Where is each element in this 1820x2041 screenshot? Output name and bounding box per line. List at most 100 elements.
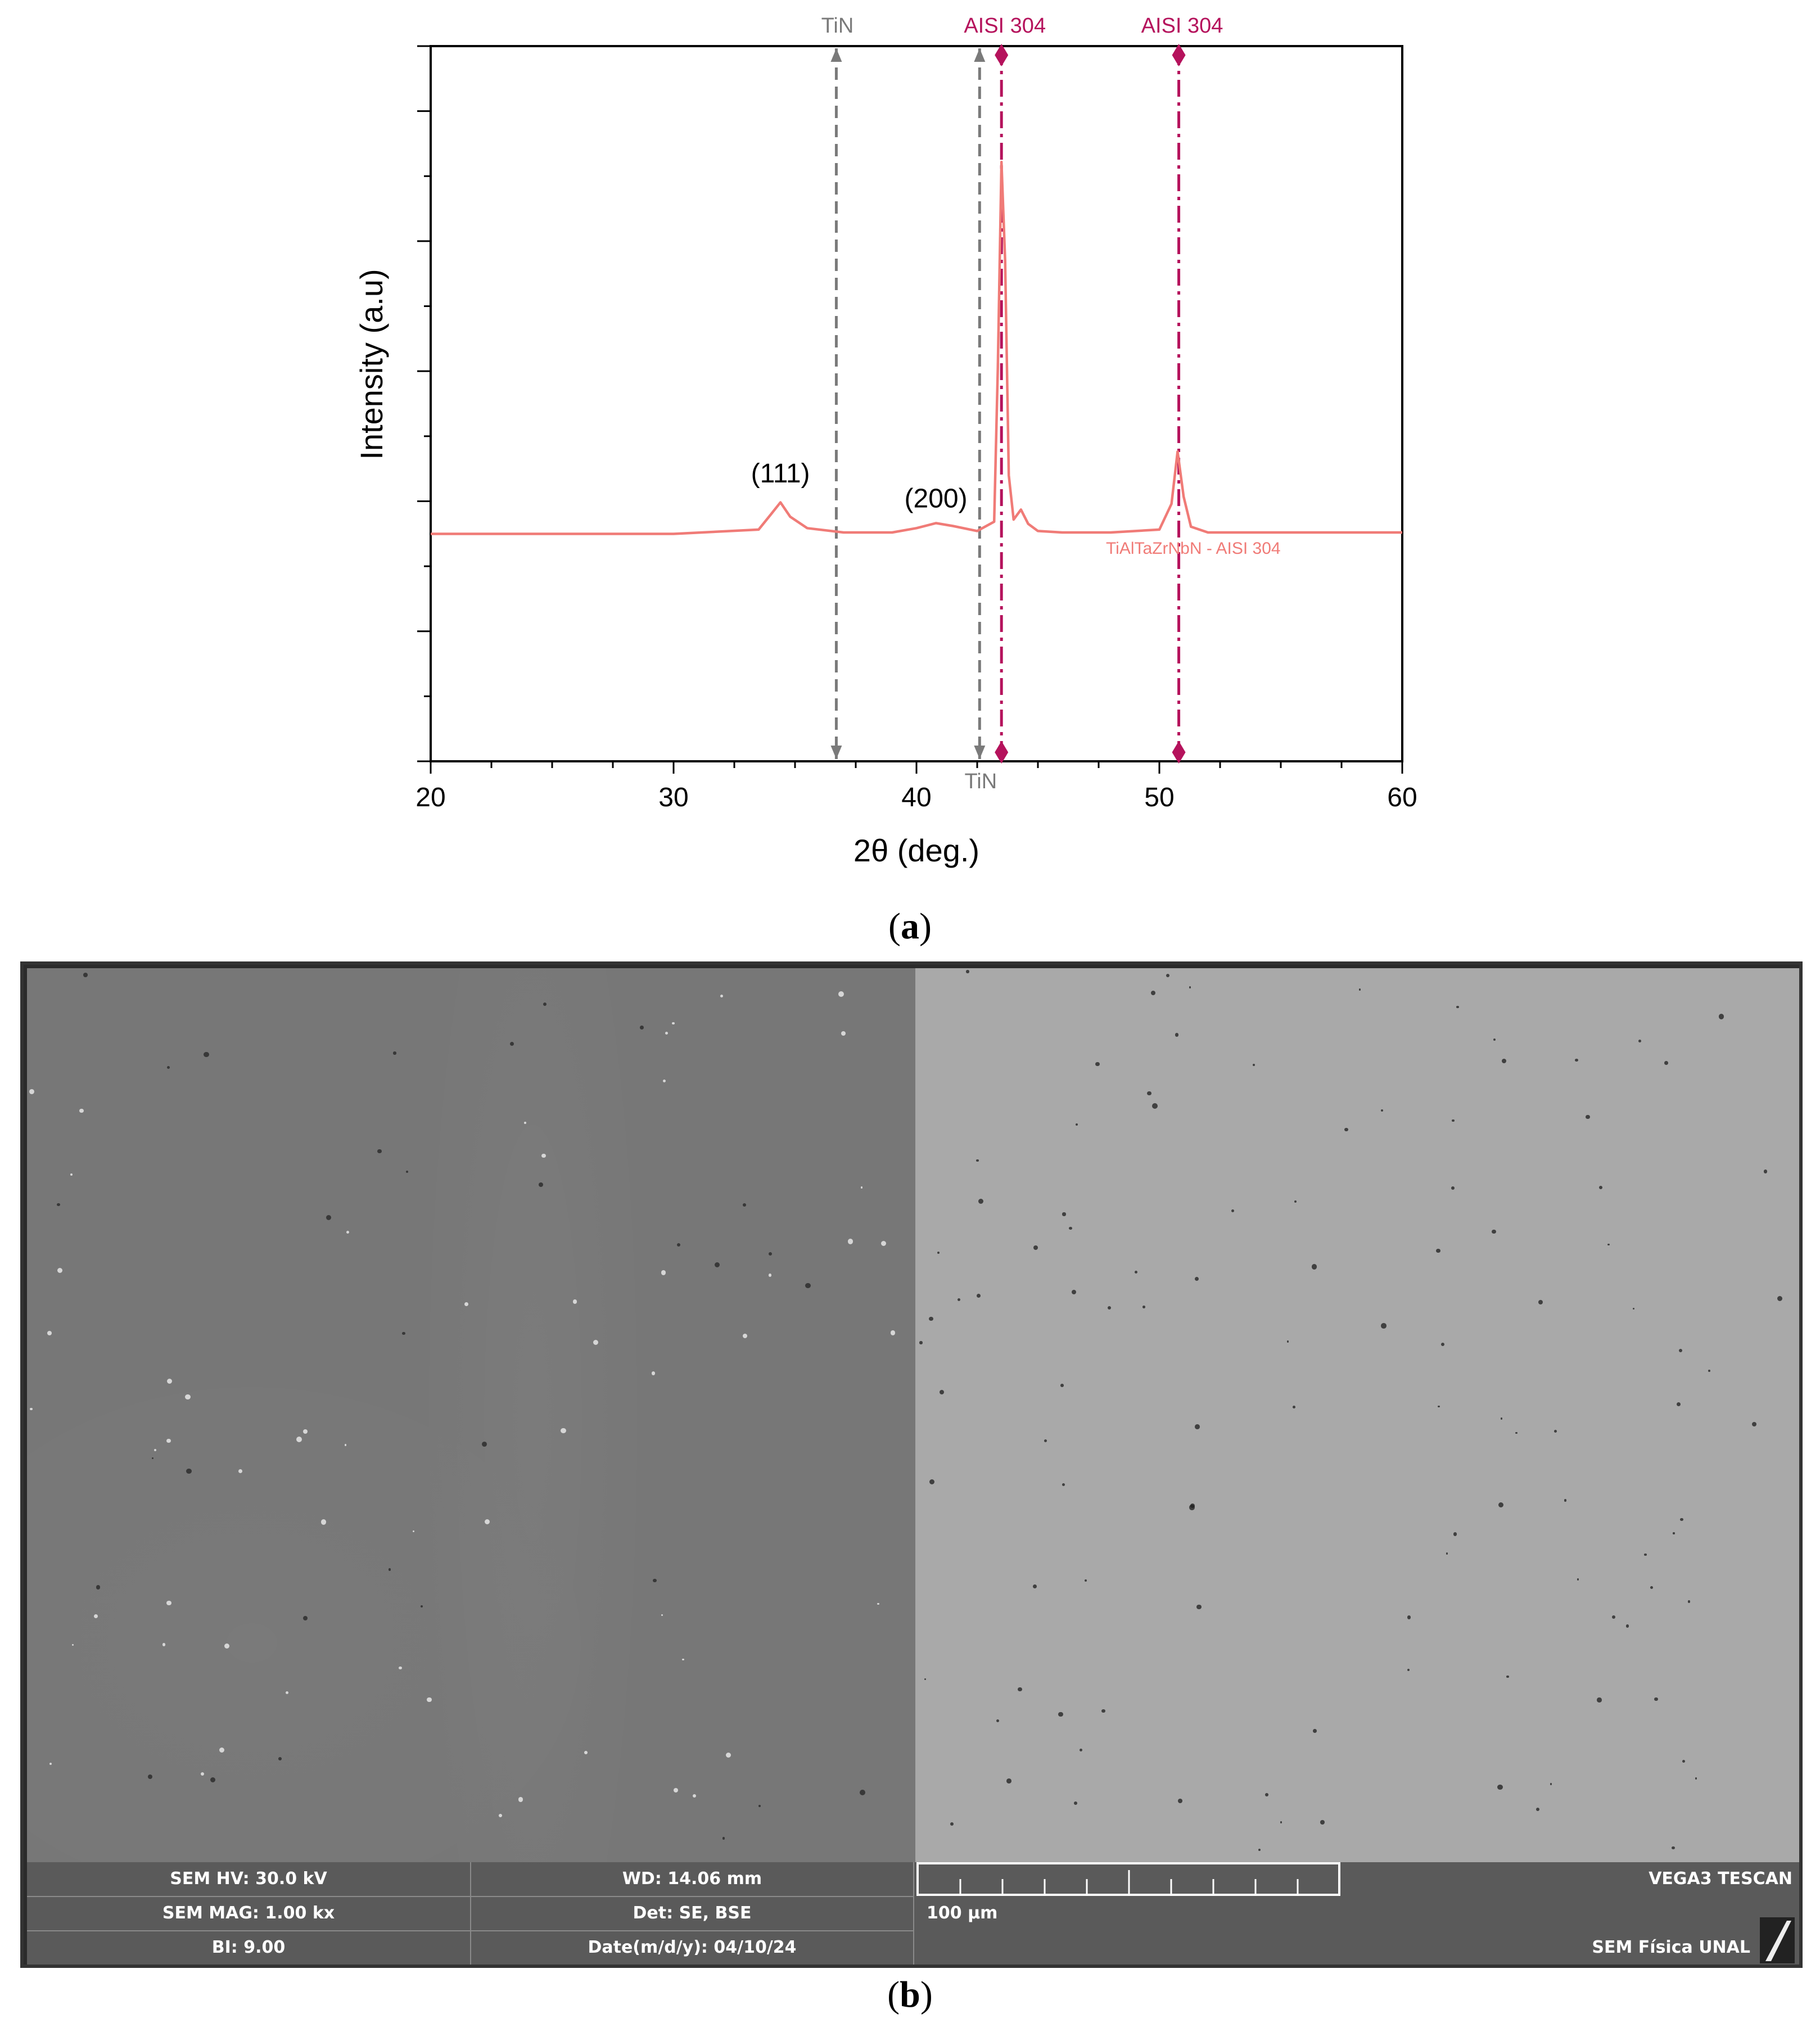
surface-pore xyxy=(1493,1038,1496,1041)
surface-particle xyxy=(185,1394,191,1400)
surface-pore xyxy=(1575,1058,1578,1062)
surface-particle xyxy=(57,1267,63,1273)
surface-particle xyxy=(47,1331,52,1336)
surface-particle xyxy=(326,1215,332,1221)
surface-pore xyxy=(1069,1226,1072,1230)
surface-pore xyxy=(966,970,969,973)
surface-pore xyxy=(957,1298,961,1302)
surface-pore xyxy=(1456,1005,1459,1008)
surface-particle xyxy=(661,1614,663,1616)
surface-particle xyxy=(94,1614,98,1618)
tescan-logo-icon xyxy=(1760,1917,1795,1963)
surface-particle xyxy=(880,1240,886,1246)
surface-pore xyxy=(1577,1578,1579,1581)
surface-pore xyxy=(1044,1439,1047,1443)
surface-pore xyxy=(1673,1532,1675,1534)
surface-particle xyxy=(482,1441,487,1447)
surface-pore xyxy=(1452,1119,1455,1122)
surface-pore xyxy=(1492,1229,1496,1234)
surface-pore xyxy=(1407,1668,1410,1671)
surface-pore xyxy=(1597,1697,1602,1703)
surface-pore xyxy=(1718,1014,1724,1019)
surface-pore xyxy=(1438,1405,1440,1408)
surface-particle xyxy=(83,973,88,977)
surface-pore xyxy=(976,1159,979,1162)
sem-bi: BI: 9.00 xyxy=(211,1938,286,1957)
surface-particle xyxy=(584,1751,588,1755)
surface-pore xyxy=(1440,1342,1445,1347)
surface-particle xyxy=(714,1262,720,1268)
plot-frame xyxy=(430,45,1403,762)
surface-pore xyxy=(1231,1209,1235,1212)
surface-pore xyxy=(1085,1579,1087,1582)
surface-pore xyxy=(1311,1264,1317,1270)
surface-particle xyxy=(296,1437,302,1442)
x-tick-label: 50 xyxy=(1144,783,1174,812)
surface-particle xyxy=(561,1428,566,1434)
surface-particle xyxy=(151,1457,154,1460)
surface-pore xyxy=(1451,1186,1455,1190)
y-axis-label: Intensity (a.u) xyxy=(354,269,389,459)
surface-particle xyxy=(742,1333,748,1338)
surface-pore xyxy=(1586,1114,1590,1119)
surface-particle xyxy=(890,1330,895,1335)
diamond-marker-top xyxy=(1172,44,1186,66)
surface-particle xyxy=(71,1644,74,1646)
surface-pore xyxy=(1062,1483,1065,1486)
surface-pore xyxy=(1672,1846,1675,1850)
surface-particle xyxy=(541,1153,546,1158)
surface-particle xyxy=(838,991,844,997)
surface-particle xyxy=(345,1444,347,1446)
sem-micrograph-panel: SEM HV: 30.0 kV WD: 14.06 mm SEM MAG: 1.… xyxy=(20,961,1803,1968)
reference-line-label: TiN xyxy=(964,770,997,793)
surface-pore xyxy=(1147,1091,1151,1096)
surface-pore xyxy=(1178,1799,1182,1804)
surface-pore xyxy=(1501,1059,1507,1064)
surface-particle xyxy=(518,1797,523,1802)
surface-pore xyxy=(1680,1518,1683,1521)
surface-particle xyxy=(640,1026,644,1030)
reference-line-label: AISI 304 xyxy=(1141,14,1223,38)
surface-pore xyxy=(1687,1600,1691,1603)
surface-particle xyxy=(805,1283,811,1289)
surface-particle xyxy=(860,1790,865,1796)
surface-particle xyxy=(393,1051,396,1055)
surface-particle xyxy=(877,1603,879,1605)
surface-particle xyxy=(742,1203,746,1207)
sem-brand: VEGA3 TESCAN xyxy=(1649,1869,1792,1889)
sem-mag: SEM MAG: 1.00 kx xyxy=(162,1903,335,1923)
surface-particle xyxy=(57,1203,60,1207)
surface-pore xyxy=(1074,1801,1077,1805)
surface-pore xyxy=(1286,1340,1289,1343)
surface-particle xyxy=(651,1371,656,1375)
surface-particle xyxy=(388,1568,391,1571)
scale-bar xyxy=(916,1862,1340,1896)
surface-pore xyxy=(1253,1064,1256,1067)
surface-pore xyxy=(1436,1248,1440,1253)
surface-particle xyxy=(302,1615,308,1621)
surface-particle xyxy=(96,1584,101,1590)
surface-particle xyxy=(427,1697,432,1703)
surface-pore xyxy=(978,1198,984,1204)
surface-particle xyxy=(662,1080,666,1083)
surface-particle xyxy=(406,1170,409,1173)
surface-particle xyxy=(286,1691,289,1694)
surface-particle xyxy=(224,1643,230,1649)
surface-particle xyxy=(692,1794,697,1798)
surface-pore xyxy=(1033,1245,1038,1250)
arrow-head-bottom xyxy=(974,746,986,759)
surface-pore xyxy=(1190,1503,1195,1509)
surface-pore xyxy=(1294,1200,1297,1203)
surface-pore xyxy=(1060,1383,1064,1387)
surface-pore xyxy=(1095,1062,1100,1067)
surface-pore xyxy=(1678,1349,1682,1353)
surface-pore xyxy=(1498,1502,1504,1507)
surface-particle xyxy=(166,1438,171,1443)
surface-pore xyxy=(1708,1370,1710,1372)
surface-particle xyxy=(278,1756,282,1760)
surface-pore xyxy=(1650,1586,1654,1590)
surface-pore xyxy=(1080,1749,1083,1752)
surface-particle xyxy=(758,1804,761,1807)
surface-particle xyxy=(543,1003,547,1006)
surface-pore xyxy=(1664,1061,1668,1065)
